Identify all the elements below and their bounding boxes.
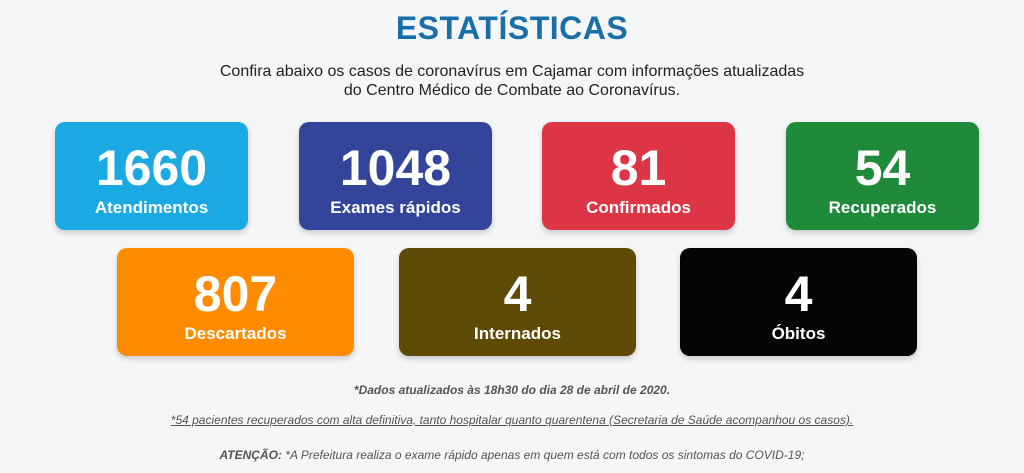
stat-card-exames-rapidos: 1048 Exames rápidos bbox=[299, 122, 492, 230]
stat-card-confirmados: 81 Confirmados bbox=[542, 122, 735, 230]
stat-card-internados: 4 Internados bbox=[399, 248, 636, 356]
stat-card-recuperados: 54 Recuperados bbox=[786, 122, 979, 230]
recovered-note-link[interactable]: *54 pacientes recuperados com alta defin… bbox=[170, 413, 854, 427]
stat-label: Atendimentos bbox=[94, 198, 209, 217]
stat-label: Exames rápidos bbox=[330, 198, 461, 217]
stat-value: 4 bbox=[503, 266, 532, 322]
stat-value: 54 bbox=[854, 140, 911, 196]
attention-label: ATENÇÃO: bbox=[219, 448, 282, 462]
stat-card-atendimentos: 1660 Atendimentos bbox=[55, 122, 248, 230]
attention-text: *A Prefeitura realiza o exame rápido ape… bbox=[281, 448, 805, 462]
page-title: ESTATÍSTICAS bbox=[395, 10, 629, 46]
stat-label: Recuperados bbox=[828, 198, 937, 217]
stat-value: 4 bbox=[784, 266, 813, 322]
subtitle-line-2: do Centro Médico de Combate ao Coronavír… bbox=[343, 82, 681, 99]
stat-card-obitos: 4 Óbitos bbox=[680, 248, 917, 356]
stat-label: Óbitos bbox=[771, 324, 826, 343]
subtitle-line-1: Confira abaixo os casos de coronavírus e… bbox=[219, 63, 805, 80]
stat-label: Confirmados bbox=[586, 198, 691, 217]
stat-card-descartados: 807 Descartados bbox=[117, 248, 354, 356]
update-note: *Dados atualizados às 18h30 do dia 28 de… bbox=[353, 383, 671, 397]
page-subtitle: Confira abaixo os casos de coronavírus e… bbox=[0, 62, 1024, 100]
stat-value: 807 bbox=[193, 266, 278, 322]
stat-label: Descartados bbox=[184, 324, 287, 343]
stat-value: 1660 bbox=[95, 140, 208, 196]
stat-label: Internados bbox=[474, 324, 561, 343]
stat-value: 1048 bbox=[339, 140, 452, 196]
stat-value: 81 bbox=[610, 140, 667, 196]
attention-note: ATENÇÃO: *A Prefeitura realiza o exame r… bbox=[0, 448, 1024, 462]
